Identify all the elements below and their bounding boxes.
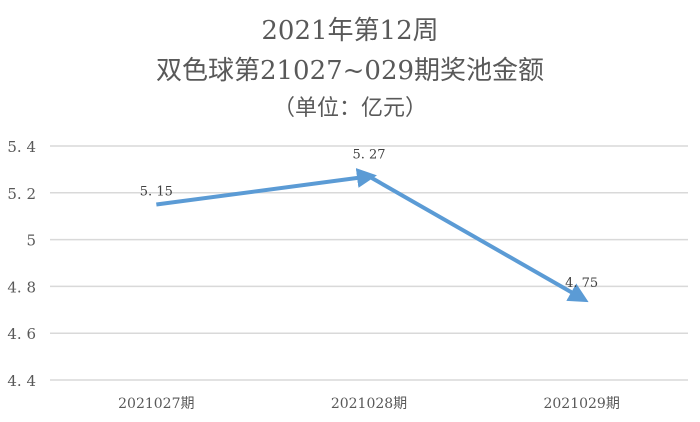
- y-tick-label: 5: [26, 232, 36, 250]
- data-label: 5. 27: [352, 147, 385, 162]
- data-label: 5. 15: [140, 185, 173, 200]
- y-tick-label: 4. 4: [7, 372, 36, 390]
- y-tick-label: 5. 2: [7, 185, 36, 203]
- x-tick-label: 2021028期: [331, 396, 407, 412]
- y-tick-label: 4. 8: [7, 278, 36, 296]
- x-tick-label: 2021027期: [118, 396, 194, 412]
- chart-title-line1: 2021年第12周: [261, 16, 439, 46]
- series-segment: [368, 174, 589, 303]
- chart-title-line2: 双色球第21027~029期奖池金额: [155, 56, 545, 86]
- x-tick-label: 2021029期: [543, 396, 619, 412]
- data-label: 4. 75: [565, 276, 598, 291]
- y-tick-label: 5. 4: [7, 138, 36, 156]
- chart-title-unit: （单位：亿元）: [272, 96, 427, 121]
- y-tick-label: 4. 6: [7, 325, 36, 343]
- series-segment: [156, 168, 377, 207]
